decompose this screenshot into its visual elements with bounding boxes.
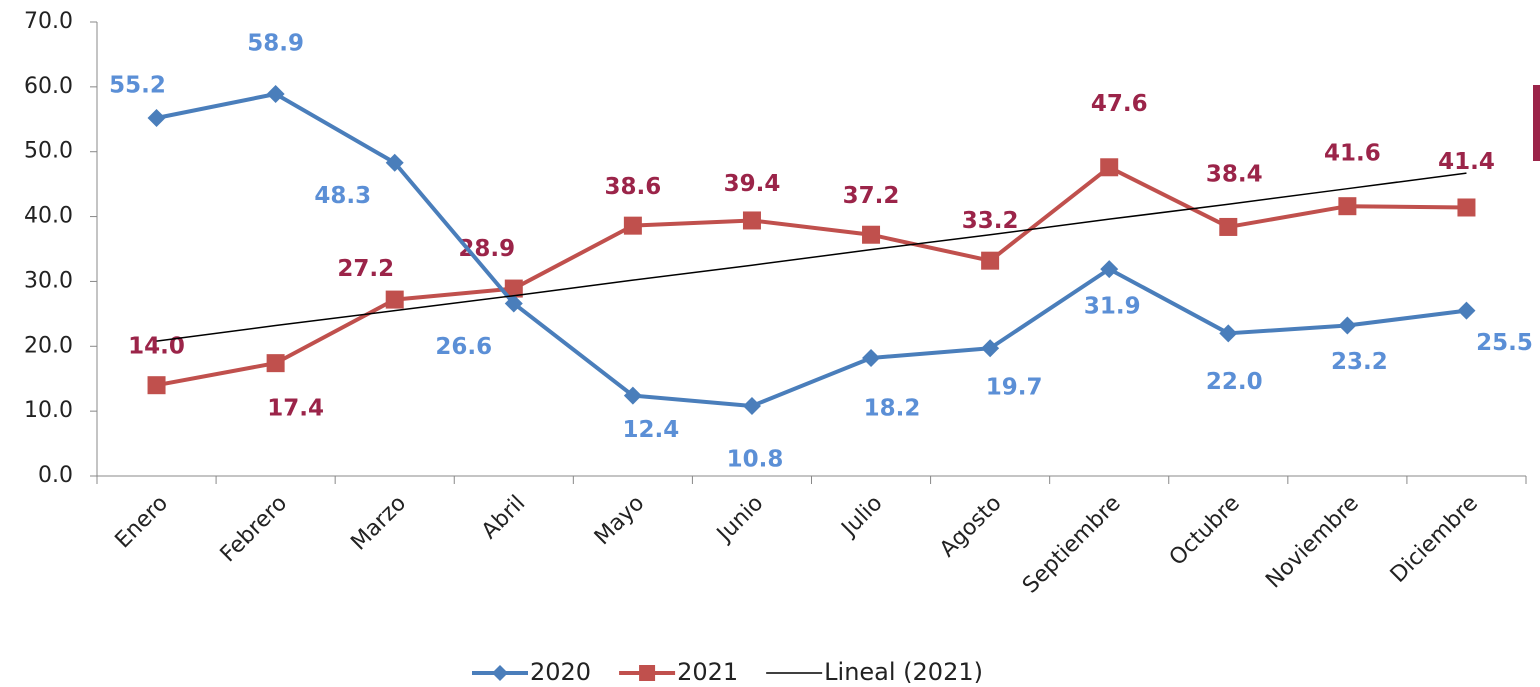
data-label: 47.6 xyxy=(1091,91,1148,117)
point xyxy=(266,84,285,103)
point xyxy=(1338,316,1357,335)
data-label: 10.8 xyxy=(727,446,784,472)
series-0: 55.2 58.9 48.3 26.6 12.4 10.8 18.2 19.7 31.9 22.0… xyxy=(109,30,1533,472)
data-label: 39.4 xyxy=(724,171,781,197)
data-label: 25.5 xyxy=(1476,330,1533,356)
y-tick-label: 40.0 xyxy=(24,204,73,229)
x-tick-label: Noviembre xyxy=(1261,491,1364,594)
x-tick-label: Diciembre xyxy=(1386,491,1483,588)
point xyxy=(1100,158,1119,177)
y-tick-label: 10.0 xyxy=(24,398,73,423)
point xyxy=(1457,301,1476,320)
data-label: 38.4 xyxy=(1206,161,1263,187)
x-tick-label: Marzo xyxy=(346,491,411,556)
data-label: 38.6 xyxy=(605,174,662,200)
data-label: 31.9 xyxy=(1084,294,1141,320)
legend-marker xyxy=(492,665,508,681)
point xyxy=(504,279,523,298)
x-tick-label: Julio xyxy=(836,491,888,543)
data-label: 33.2 xyxy=(962,208,1019,234)
x-tick-label: Junio xyxy=(711,491,768,548)
point xyxy=(981,339,1000,358)
data-label: 22.0 xyxy=(1206,369,1263,395)
data-label: 41.6 xyxy=(1324,141,1381,167)
legend-label: Lineal (2021) xyxy=(824,658,983,686)
x-tick-label: Mayo xyxy=(590,491,649,550)
legend-item: 2020 xyxy=(472,658,591,686)
x-tick-label: Abril xyxy=(477,491,530,544)
trend-line xyxy=(156,172,1467,342)
data-label: 27.2 xyxy=(337,256,394,282)
y-tick-label: 30.0 xyxy=(24,268,73,293)
point xyxy=(623,386,642,405)
data-label: 19.7 xyxy=(986,375,1043,401)
x-tick-label: Septiembre xyxy=(1018,491,1126,599)
y-tick-label: 0.0 xyxy=(38,463,73,488)
x-tick-label: Febrero xyxy=(216,491,292,567)
point xyxy=(147,108,166,127)
x-tick-label: Enero xyxy=(111,491,174,554)
point xyxy=(385,290,404,309)
point xyxy=(742,211,761,230)
x-tick-label: Agosto xyxy=(935,491,1006,562)
point xyxy=(981,251,1000,270)
point xyxy=(742,396,761,415)
data-label: 18.2 xyxy=(864,395,921,421)
point xyxy=(862,225,881,244)
data-label: 26.6 xyxy=(435,334,492,360)
point xyxy=(1219,217,1238,236)
data-label: 14.0 xyxy=(128,334,185,360)
data-label: 55.2 xyxy=(109,72,166,98)
point xyxy=(1457,198,1476,217)
y-tick-label: 50.0 xyxy=(24,139,73,164)
x-tick-label: Octubre xyxy=(1165,491,1245,571)
y-tick-label: 70.0 xyxy=(24,9,73,34)
legend-marker xyxy=(639,665,656,681)
series-line xyxy=(156,165,1467,388)
point xyxy=(862,348,881,367)
data-label: 23.2 xyxy=(1331,349,1388,375)
point xyxy=(385,153,404,172)
point xyxy=(623,216,642,235)
data-label: 12.4 xyxy=(623,417,680,443)
series-2 xyxy=(156,172,1467,342)
point xyxy=(147,376,166,395)
legend-item: 2021 xyxy=(619,658,738,686)
data-label: 48.3 xyxy=(314,183,371,209)
legend-label: 2021 xyxy=(677,658,738,686)
point xyxy=(1338,197,1357,216)
y-tick-label: 60.0 xyxy=(24,74,73,99)
data-label: 41.4 xyxy=(1438,149,1495,175)
point xyxy=(266,354,285,373)
data-label: 17.4 xyxy=(267,396,324,422)
point xyxy=(1100,260,1119,279)
data-label: 58.9 xyxy=(247,30,304,56)
point xyxy=(1219,324,1238,343)
legend-item: Lineal (2021) xyxy=(766,658,983,686)
y-tick-label: 20.0 xyxy=(24,333,73,358)
series-line xyxy=(156,91,1467,408)
decor-bar xyxy=(1533,85,1540,161)
legend-label: 2020 xyxy=(530,658,591,686)
series-1: 14.017.427.228.938.6 39.4 37.233.247.638.4… xyxy=(128,91,1495,422)
data-label: 37.2 xyxy=(843,183,900,209)
point xyxy=(504,294,523,313)
